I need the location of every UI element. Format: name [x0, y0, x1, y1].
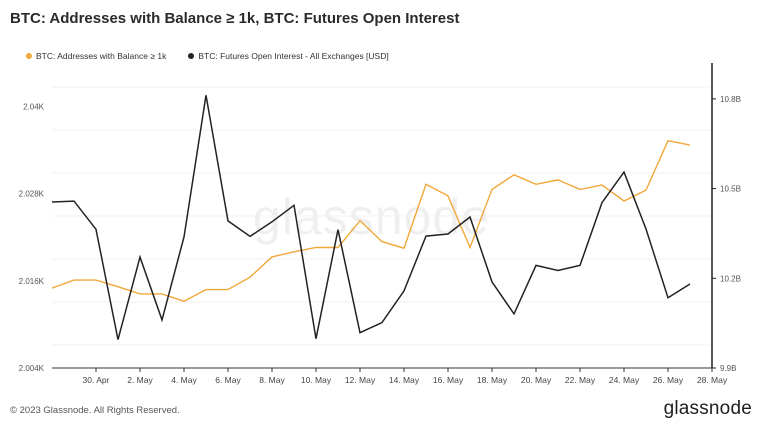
legend-item-open-interest[interactable]: BTC: Futures Open Interest - All Exchang… [188, 51, 389, 61]
legend-label-open-interest: BTC: Futures Open Interest - All Exchang… [198, 51, 389, 61]
copyright-text: © 2023 Glassnode. All Rights Reserved. [10, 405, 180, 416]
y-right-tick-label: 10.5B [720, 185, 741, 194]
legend-item-addresses[interactable]: BTC: Addresses with Balance ≥ 1k [26, 51, 166, 61]
legend-marker-open-interest [188, 53, 195, 59]
y-right-tick-label: 10.8B [720, 95, 741, 104]
series-line-addresses [51, 139, 691, 302]
legend-label-addresses: BTC: Addresses with Balance ≥ 1k [36, 51, 167, 61]
x-tick-label: 10. May [301, 375, 332, 385]
y-axis-left-ticks: 2.004K 2.016K 2.028K 2.04K [19, 103, 45, 373]
grid-lines [52, 86, 712, 346]
x-tick-label: 20. May [521, 375, 552, 385]
x-tick-label: 22. May [565, 375, 596, 385]
y-axis-right-ticks: 9.9B 10.2B 10.5B 10.8B [712, 95, 741, 373]
x-tick-label: 2. May [127, 375, 153, 385]
y-left-tick-label: 2.028K [19, 190, 45, 199]
y-right-tick-label: 10.2B [720, 274, 741, 283]
x-tick-label: 4. May [171, 375, 197, 385]
x-tick-label: 28. May [697, 375, 728, 385]
axes [52, 63, 713, 369]
x-tick-label: 14. May [389, 375, 420, 385]
y-right-tick-label: 9.9B [720, 364, 736, 373]
x-tick-label: 16. May [433, 375, 464, 385]
y-left-tick-label: 2.04K [23, 103, 45, 112]
x-tick-label: 12. May [345, 375, 376, 385]
legend: BTC: Addresses with Balance ≥ 1k BTC: Fu… [26, 51, 389, 61]
x-tick-label: 24. May [609, 375, 640, 385]
x-tick-label: 8. May [259, 375, 285, 385]
x-tick-label: 26. May [653, 375, 684, 385]
brand-logo: glassnode [663, 398, 752, 419]
x-axis-ticks: 30. Apr 2. May 4. May 6. May 8. May 10. May 12… [83, 368, 728, 385]
series-lines [51, 95, 691, 340]
y-left-tick-label: 2.004K [19, 364, 45, 373]
x-tick-label: 30. Apr [83, 375, 110, 385]
y-left-tick-label: 2.016K [19, 277, 45, 286]
legend-marker-addresses [26, 53, 32, 59]
chart-title: BTC: Addresses with Balance ≥ 1k, BTC: F… [10, 10, 460, 27]
x-tick-label: 6. May [215, 375, 241, 385]
series-line-open-interest [51, 95, 691, 340]
x-tick-label: 18. May [477, 375, 508, 385]
